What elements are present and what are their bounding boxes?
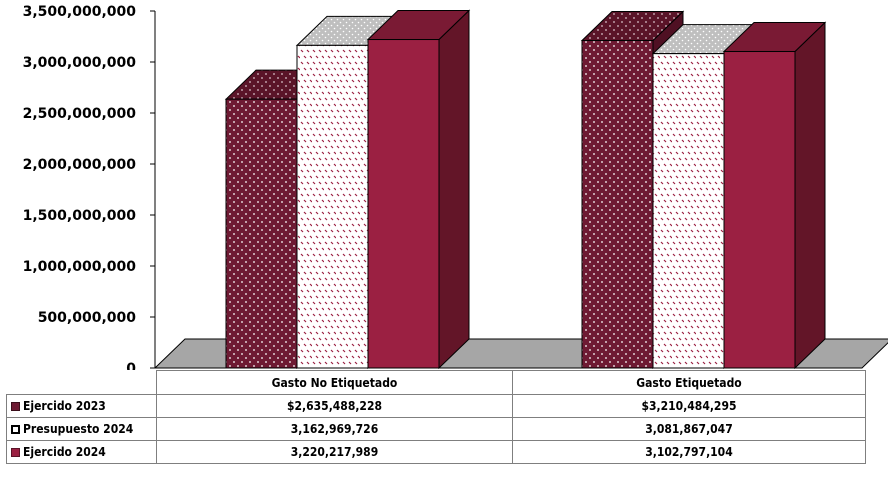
y-tick-label: 1,500,000,000 [23, 208, 137, 224]
data-table-row-presupuesto-2024: Presupuesto 2024 3,162,969,726 3,081,867… [6, 417, 866, 441]
bar-front [581, 40, 654, 369]
data-table-row-ejercido-2024: Ejercido 2024 3,220,217,989 3,102,797,10… [6, 440, 866, 464]
legend-key-ejercido-2024 [11, 448, 20, 457]
bar-front [367, 39, 440, 369]
bar-front [652, 53, 725, 369]
y-tick-label: 1,000,000,000 [23, 259, 137, 275]
category-label-gasto-no-etiquetado: Gasto No Etiquetado [156, 370, 513, 395]
y-tick-label: 3,500,000,000 [23, 4, 137, 20]
data-label-ejercido-2023-gasto-no-etiquetado: $2,635,488,228 [156, 394, 513, 418]
bar-side [794, 21, 826, 370]
bar-front [723, 51, 796, 369]
bar [722, 21, 827, 370]
bar [366, 9, 471, 370]
y-tick-label: 2,000,000,000 [23, 157, 137, 173]
legend-key-presupuesto-2024 [11, 425, 20, 434]
data-table-corner [7, 371, 157, 395]
series-name-ejercido-2024: Ejercido 2024 [23, 445, 106, 459]
data-label-presupuesto-2024-gasto-no-etiquetado: 3,162,969,726 [156, 417, 513, 441]
data-label-presupuesto-2024-gasto-etiquetado: 3,081,867,047 [512, 417, 866, 441]
series-name-ejercido-2023: Ejercido 2023 [23, 399, 106, 413]
series-label-ejercido-2024: Ejercido 2024 [6, 440, 157, 464]
data-label-ejercido-2024-gasto-no-etiquetado: 3,220,217,989 [156, 440, 513, 464]
series-name-presupuesto-2024: Presupuesto 2024 [23, 422, 134, 436]
data-table-row-ejercido-2023: Ejercido 2023 $2,635,488,228 $3,210,484,… [6, 394, 866, 418]
bar-front [225, 98, 298, 369]
data-label-ejercido-2023-gasto-etiquetado: $3,210,484,295 [512, 394, 866, 418]
y-tick-label: 3,000,000,000 [23, 55, 137, 71]
y-tick-label: 0 [126, 361, 136, 370]
data-label-ejercido-2024-gasto-etiquetado: 3,102,797,104 [512, 440, 866, 464]
category-label-gasto-etiquetado: Gasto Etiquetado [512, 370, 866, 395]
data-table-header-row: Gasto No Etiquetado Gasto Etiquetado [7, 370, 866, 395]
bar-side [438, 9, 470, 370]
y-tick-label: 500,000,000 [38, 310, 137, 326]
series-label-ejercido-2023: Ejercido 2023 [6, 394, 157, 418]
y-tick-label: 2,500,000,000 [23, 106, 137, 122]
chart-plot-area: 0 500,000,000 1,000,000,000 1,500,000,000 2,… [23, 4, 888, 370]
bar-front [296, 44, 369, 369]
legend-key-ejercido-2023 [11, 402, 20, 411]
series-label-presupuesto-2024: Presupuesto 2024 [6, 417, 157, 441]
data-table: Gasto No Etiquetado Gasto Etiquetado Eje… [6, 370, 866, 464]
